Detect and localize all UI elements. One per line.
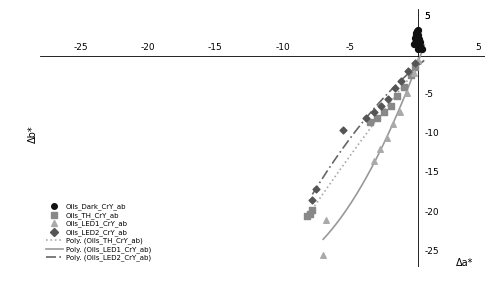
Text: 0: 0 xyxy=(414,44,420,52)
Point xyxy=(404,69,412,74)
Point xyxy=(414,47,422,52)
Point xyxy=(382,135,390,140)
Point xyxy=(400,85,408,89)
Point xyxy=(366,120,374,124)
Text: 5: 5 xyxy=(476,44,481,52)
Text: -10: -10 xyxy=(424,129,439,138)
Point xyxy=(415,37,423,41)
Point xyxy=(418,46,426,51)
Point xyxy=(377,104,385,109)
Text: 5: 5 xyxy=(424,12,430,21)
Point xyxy=(306,211,314,216)
Point xyxy=(303,214,311,218)
Point xyxy=(398,78,406,83)
Point xyxy=(413,29,421,34)
Point xyxy=(412,39,420,43)
Text: -25: -25 xyxy=(73,44,88,52)
Point xyxy=(414,32,422,37)
Text: -25: -25 xyxy=(424,247,439,256)
Point xyxy=(416,40,424,45)
Text: -15: -15 xyxy=(208,44,222,52)
Point xyxy=(376,147,384,152)
Point xyxy=(416,44,424,48)
Point xyxy=(322,218,330,222)
Point xyxy=(414,28,422,32)
Point xyxy=(370,110,378,114)
Point xyxy=(394,94,402,99)
Text: -15: -15 xyxy=(424,168,439,177)
Point xyxy=(380,110,388,114)
Point xyxy=(412,33,420,38)
Text: Δa*: Δa* xyxy=(456,258,473,268)
Point xyxy=(410,70,418,75)
Point xyxy=(308,198,316,203)
Point xyxy=(396,110,404,114)
Point xyxy=(362,116,370,121)
Point xyxy=(411,60,419,65)
Text: -10: -10 xyxy=(276,44,290,52)
Point xyxy=(407,73,415,77)
Point xyxy=(403,91,411,95)
Point xyxy=(411,65,419,70)
Point xyxy=(411,36,419,41)
Text: -5: -5 xyxy=(424,90,434,99)
Point xyxy=(308,208,316,213)
Text: -20: -20 xyxy=(140,44,155,52)
Point xyxy=(412,31,420,35)
Text: -20: -20 xyxy=(424,208,439,217)
Point xyxy=(370,159,378,164)
Legend: Oils_Dark_CrY_ab, Oils_TH_CrY_ab, Oils_LED1_CrY_ab, Oils_LED2_CrY_ab, Poly. (Oil: Oils_Dark_CrY_ab, Oils_TH_CrY_ab, Oils_L… xyxy=(44,202,153,263)
Text: -5: -5 xyxy=(346,44,354,52)
Point xyxy=(390,86,398,91)
Point xyxy=(390,122,398,127)
Point xyxy=(410,41,418,46)
Point xyxy=(386,104,394,109)
Point xyxy=(319,253,327,258)
Text: Δb*: Δb* xyxy=(28,125,38,143)
Point xyxy=(414,57,422,62)
Point xyxy=(340,128,347,132)
Point xyxy=(312,186,320,191)
Text: 5: 5 xyxy=(424,12,430,21)
Point xyxy=(373,116,381,121)
Point xyxy=(384,96,392,101)
